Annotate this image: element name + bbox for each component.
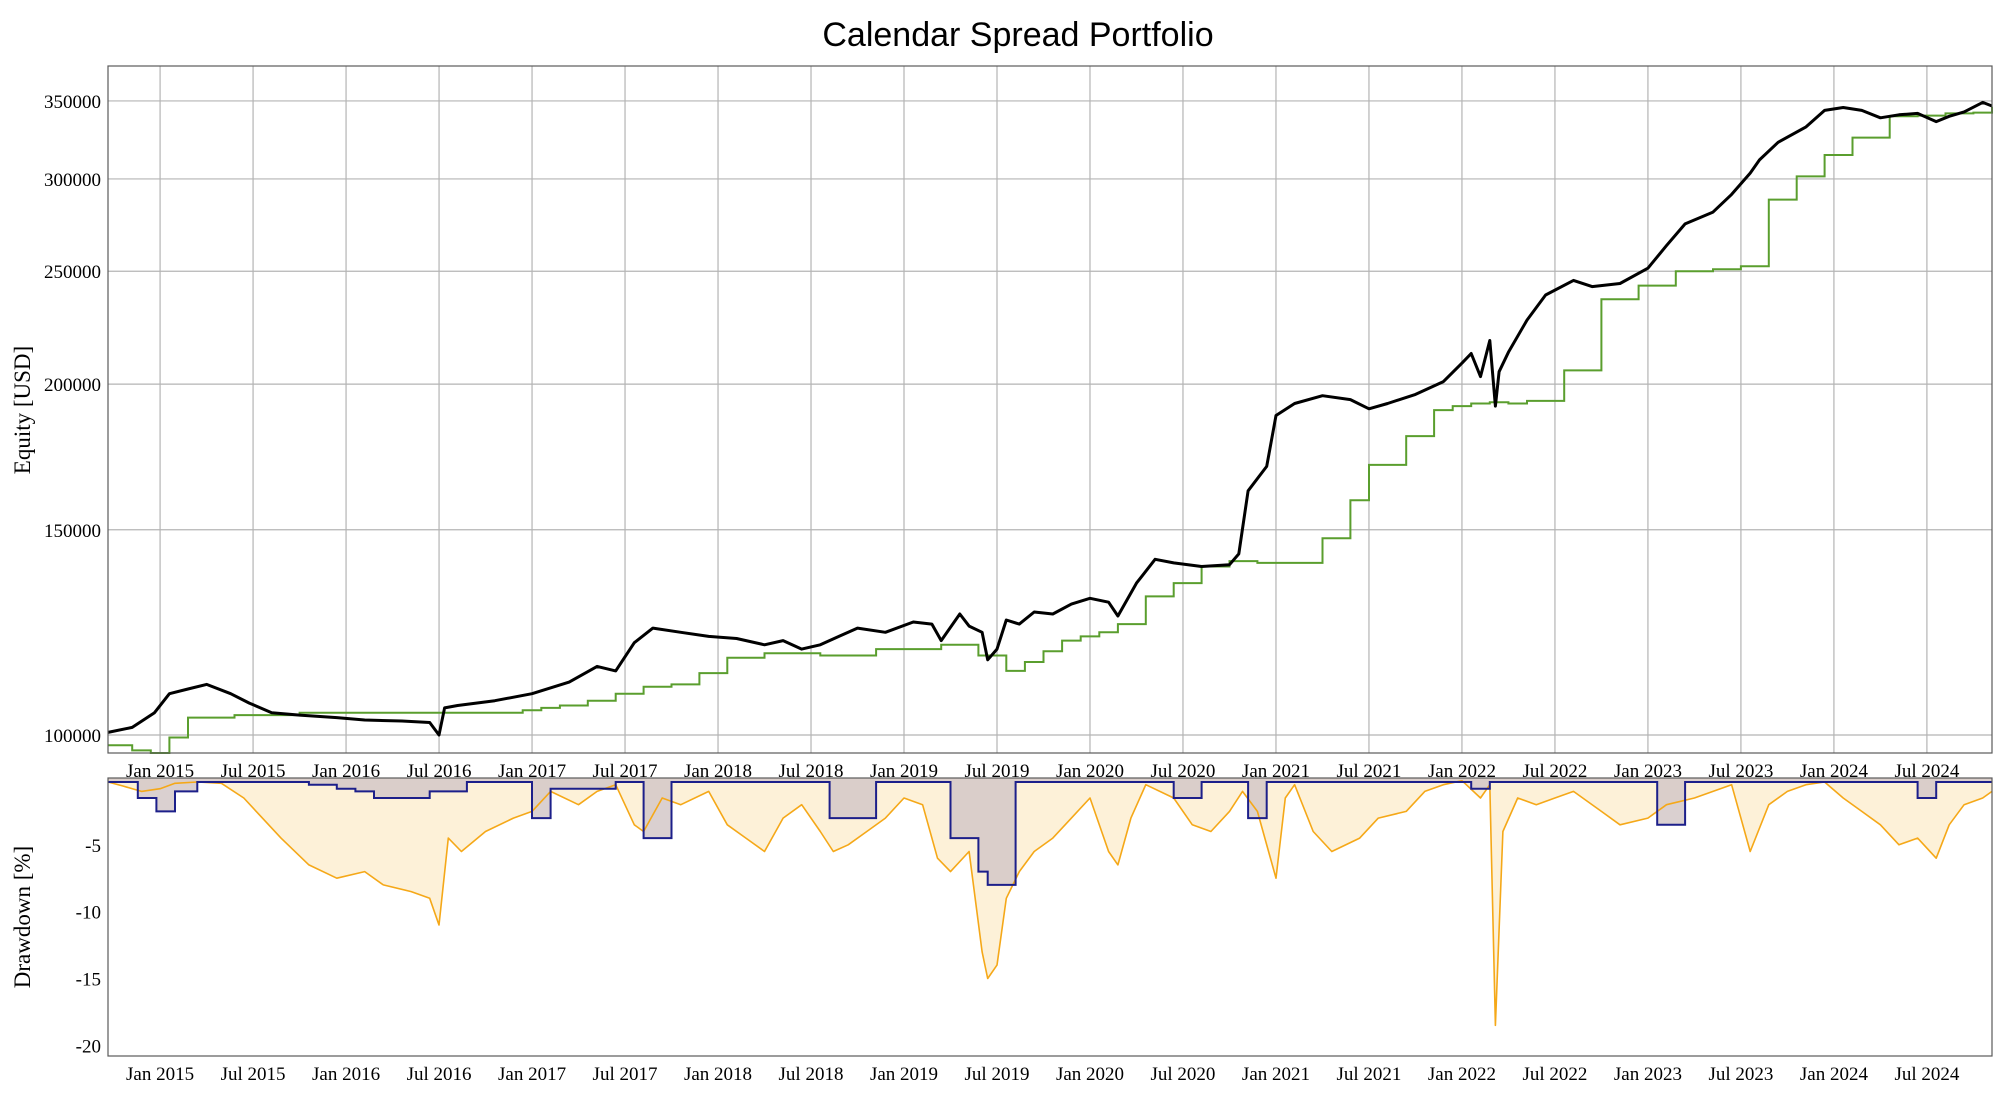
drawdown-x-ticks: Jan 2015 Jul 2015 Jan 2016 Jul 2016 Jan 2017… — [126, 1064, 1960, 1085]
equity-grid — [108, 66, 1992, 753]
drawdown-y-axis-label: Drawdown [%] — [10, 846, 35, 988]
drawdown-x-tick-label: Jan 2021 — [1242, 1064, 1310, 1085]
equity-x-tick-label: Jan 2016 — [312, 761, 380, 782]
equity-x-tick-label: Jul 2020 — [1151, 761, 1216, 782]
drawdown-x-tick-label: Jan 2024 — [1800, 1064, 1869, 1085]
drawdown-x-tick-label: Jul 2020 — [1151, 1064, 1216, 1085]
drawdown-x-tick-label: Jan 2015 — [126, 1064, 194, 1085]
equity-y-tick-label: 300000 — [44, 170, 101, 191]
drawdown-panel: Jan 2015 Jul 2015 Jan 2016 Jul 2016 Jan 2017… — [10, 777, 1993, 1085]
drawdown-x-tick-label: Jan 2016 — [312, 1064, 380, 1085]
equity-x-tick-label: Jul 2021 — [1336, 761, 1401, 782]
closed-drawdown-series-line — [108, 781, 1992, 886]
equity-x-tick-label: Jan 2021 — [1242, 761, 1310, 782]
drawdown-x-tick-label: Jan 2022 — [1428, 1064, 1496, 1085]
equity-plot-frame — [107, 65, 1993, 754]
drawdown-lines — [107, 779, 1993, 1027]
equity-x-tick-label: Jan 2015 — [126, 761, 194, 782]
equity-x-tick-label: Jul 2024 — [1894, 761, 1959, 782]
equity-series-line — [107, 100, 1993, 737]
equity-panel: Jan 2015 Jul 2015 Jan 2016 Jul 2016 Jan 2017… — [10, 65, 1993, 782]
drawdown-x-tick-label: Jul 2018 — [779, 1064, 844, 1085]
chart-title: Calendar Spread Portfolio — [822, 16, 1213, 54]
equity-lines — [107, 100, 1993, 754]
equity-x-ticks: Jan 2015 Jul 2015 Jan 2016 Jul 2016 Jan 2017… — [126, 761, 1960, 782]
drawdown-y-tick-label: -10 — [76, 903, 101, 924]
equity-y-tick-label: 100000 — [44, 726, 101, 747]
drawdown-x-tick-label: Jul 2021 — [1336, 1064, 1401, 1085]
equity-x-tick-label: Jan 2023 — [1614, 761, 1682, 782]
drawdown-x-tick-label: Jan 2023 — [1614, 1064, 1682, 1085]
equity-x-tick-label: Jan 2018 — [684, 761, 752, 782]
drawdown-x-tick-label: Jan 2018 — [684, 1064, 752, 1085]
drawdown-x-tick-label: Jul 2017 — [593, 1064, 658, 1085]
drawdown-area-fill — [108, 778, 1992, 1026]
equity-x-tick-label: Jan 2019 — [870, 761, 938, 782]
drawdown-x-tick-label: Jul 2016 — [407, 1064, 472, 1085]
drawdown-y-ticks: -5 -10 -15 -20 — [76, 836, 101, 1057]
equity-y-tick-label: 150000 — [44, 521, 101, 542]
equity-y-tick-label: 250000 — [44, 262, 101, 283]
equity-y-tick-label: 350000 — [44, 92, 101, 113]
equity-x-tick-label: Jul 2022 — [1522, 761, 1587, 782]
drawdown-plot-frame — [107, 777, 1993, 1057]
equity-x-tick-label: Jul 2017 — [593, 761, 658, 782]
drawdown-y-tick-label: -15 — [76, 969, 101, 990]
drawdown-fills — [108, 778, 1992, 1026]
drawdown-x-tick-label: Jan 2019 — [870, 1064, 938, 1085]
equity-x-tick-label: Jan 2017 — [498, 761, 566, 782]
drawdown-x-tick-label: Jul 2019 — [965, 1064, 1030, 1085]
drawdown-x-tick-label: Jan 2020 — [1056, 1064, 1124, 1085]
equity-x-tick-label: Jul 2016 — [407, 761, 472, 782]
drawdown-x-tick-label: Jul 2022 — [1522, 1064, 1587, 1085]
equity-series-highwater-line — [108, 106, 1993, 754]
drawdown-x-tick-label: Jan 2017 — [498, 1064, 566, 1085]
drawdown-y-tick-label: -20 — [76, 1036, 101, 1057]
drawdown-x-tick-label: Jul 2024 — [1894, 1064, 1959, 1085]
equity-x-tick-label: Jul 2023 — [1708, 761, 1773, 782]
equity-x-tick-label: Jan 2022 — [1428, 761, 1496, 782]
drawdown-series-line — [107, 779, 1993, 1027]
drawdown-y-tick-label: -5 — [85, 836, 101, 857]
equity-x-tick-label: Jul 2019 — [965, 761, 1030, 782]
equity-x-tick-label: Jul 2015 — [221, 761, 286, 782]
equity-y-tick-label: 200000 — [44, 375, 101, 396]
equity-y-axis-label: Equity [USD] — [10, 346, 35, 474]
drawdown-x-tick-label: Jul 2023 — [1708, 1064, 1773, 1085]
equity-x-tick-label: Jul 2018 — [779, 761, 844, 782]
equity-y-ticks: 100000 150000 200000 250000 300000 350000 — [44, 92, 101, 747]
equity-x-tick-label: Jan 2024 — [1800, 761, 1869, 782]
drawdown-x-tick-label: Jul 2015 — [221, 1064, 286, 1085]
equity-x-tick-label: Jan 2020 — [1056, 761, 1124, 782]
